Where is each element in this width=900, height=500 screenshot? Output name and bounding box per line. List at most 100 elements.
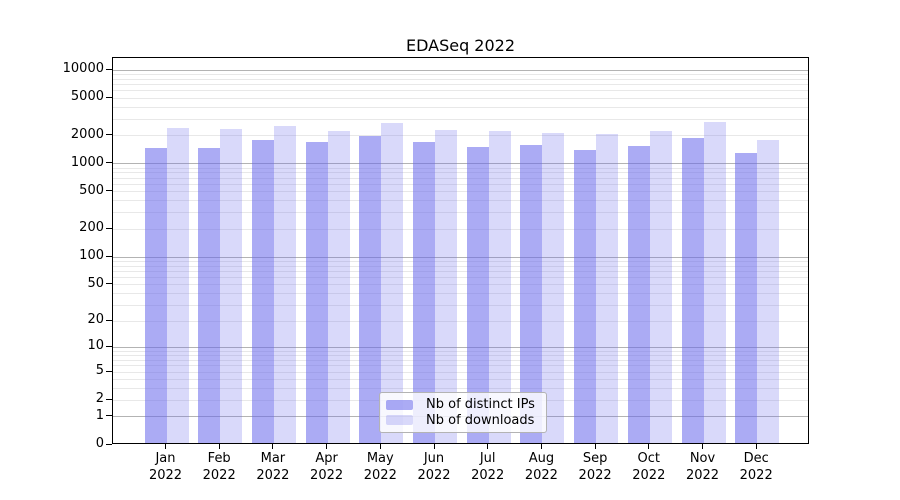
minor-gridline — [113, 260, 808, 262]
x-tick-month: Oct — [637, 451, 661, 466]
x-tick-mark — [165, 444, 166, 449]
bar-distinct-ips — [413, 141, 435, 443]
bar-distinct-ips — [359, 136, 382, 443]
x-tick-year: 2022 — [524, 468, 558, 483]
bar-downloads — [435, 129, 457, 443]
x-tick-label: Dec 2022 — [728, 450, 784, 484]
x-tick-mark — [433, 444, 435, 449]
x-tick-label: Oct 2022 — [621, 450, 677, 484]
minor-gridline — [113, 365, 808, 367]
x-tick-label: Sep 2022 — [567, 450, 623, 484]
x-tick-month: Sep — [582, 451, 608, 466]
x-tick-label: Jun 2022 — [406, 450, 462, 484]
minor-gridline — [113, 212, 808, 214]
y-tick-label: 100 — [79, 248, 104, 264]
x-tick-year: 2022 — [417, 468, 451, 483]
bar-downloads — [703, 121, 726, 443]
y-tick-mark — [106, 415, 112, 417]
y-tick-label: 50 — [87, 275, 104, 291]
minor-gridline — [113, 284, 808, 286]
y-tick-mark — [106, 162, 112, 164]
x-tick-year: 2022 — [256, 468, 290, 483]
x-tick-month: Jul — [479, 451, 496, 466]
x-tick-mark — [487, 444, 489, 449]
minor-gridline — [113, 270, 808, 272]
major-gridline — [113, 346, 808, 348]
minor-gridline — [113, 167, 808, 169]
x-tick-label: May 2022 — [352, 450, 408, 484]
bar-distinct-ips — [520, 145, 543, 443]
minor-gridline — [113, 90, 808, 92]
bar-downloads — [381, 122, 404, 443]
y-tick-label: 10 — [87, 338, 104, 354]
y-tick-mark — [106, 227, 112, 229]
legend-label: Nb of downloads — [426, 412, 535, 428]
bar-downloads — [488, 131, 511, 443]
bar-downloads — [273, 126, 296, 443]
minor-gridline — [113, 177, 808, 179]
minor-gridline — [113, 378, 808, 380]
bars-layer — [113, 58, 808, 443]
x-tick-month: Aug — [528, 451, 555, 466]
x-tick-mark — [648, 444, 650, 449]
bar-distinct-ips — [144, 147, 167, 443]
y-tick-mark — [106, 255, 112, 257]
y-tick-label: 500 — [79, 182, 104, 198]
y-tick-mark — [106, 68, 112, 70]
y-tick-label: 0 — [95, 436, 104, 451]
x-tick-year: 2022 — [310, 468, 344, 483]
x-tick-label: Mar 2022 — [245, 450, 301, 484]
x-tick-mark — [218, 444, 220, 449]
y-tick-label: 200 — [79, 220, 104, 236]
minor-gridline — [113, 293, 808, 295]
x-tick-label: Nov 2022 — [675, 450, 731, 484]
minor-gridline — [113, 73, 808, 75]
y-tick-mark — [106, 319, 112, 321]
bar-downloads — [649, 130, 672, 443]
minor-gridline — [113, 304, 808, 306]
x-tick-mark — [326, 444, 328, 449]
y-tick-mark — [106, 190, 112, 192]
bar-distinct-ips — [681, 137, 704, 443]
bar-distinct-ips — [627, 146, 650, 443]
x-tick-month: Jun — [423, 451, 445, 466]
minor-gridline — [113, 97, 808, 99]
legend: Nb of distinct IPs Nb of downloads — [379, 392, 547, 433]
legend-swatch-distinct-ips — [386, 399, 413, 410]
bar-distinct-ips — [466, 146, 489, 443]
minor-gridline — [113, 265, 808, 267]
bar-distinct-ips — [574, 149, 597, 443]
bar-distinct-ips — [198, 147, 221, 443]
y-tick-mark — [106, 345, 112, 347]
x-tick-month: Jan — [155, 451, 176, 466]
x-tick-year: 2022 — [471, 468, 505, 483]
y-tick-mark — [106, 398, 112, 400]
minor-gridline — [113, 200, 808, 202]
y-tick-mark — [106, 283, 112, 285]
minor-gridline — [113, 320, 808, 322]
bar-distinct-ips — [735, 153, 758, 443]
major-gridline — [113, 69, 808, 71]
y-tick-mark — [106, 96, 112, 98]
y-tick-mark — [106, 134, 112, 136]
grid-layer — [113, 58, 808, 443]
y-tick-label: 1000 — [70, 154, 104, 170]
major-gridline — [113, 256, 808, 258]
x-tick-label: Jan 2022 — [138, 450, 194, 484]
plot-area: Nb of distinct IPs Nb of downloads — [112, 57, 809, 444]
minor-gridline — [113, 359, 808, 361]
x-tick-mark — [272, 444, 274, 449]
x-tick-year: 2022 — [739, 468, 773, 483]
bar-downloads — [166, 128, 189, 443]
chart-title: EDASeq 2022 — [405, 36, 516, 55]
x-tick-month: May — [366, 451, 394, 466]
bar-distinct-ips — [305, 142, 328, 443]
x-tick-year: 2022 — [148, 468, 183, 483]
major-gridline — [113, 163, 808, 165]
minor-gridline — [113, 350, 808, 352]
x-tick-mark — [702, 444, 703, 449]
legend-item: Nb of downloads — [386, 413, 540, 428]
y-tick-label: 20 — [87, 312, 104, 328]
bar-distinct-ips — [251, 140, 274, 443]
